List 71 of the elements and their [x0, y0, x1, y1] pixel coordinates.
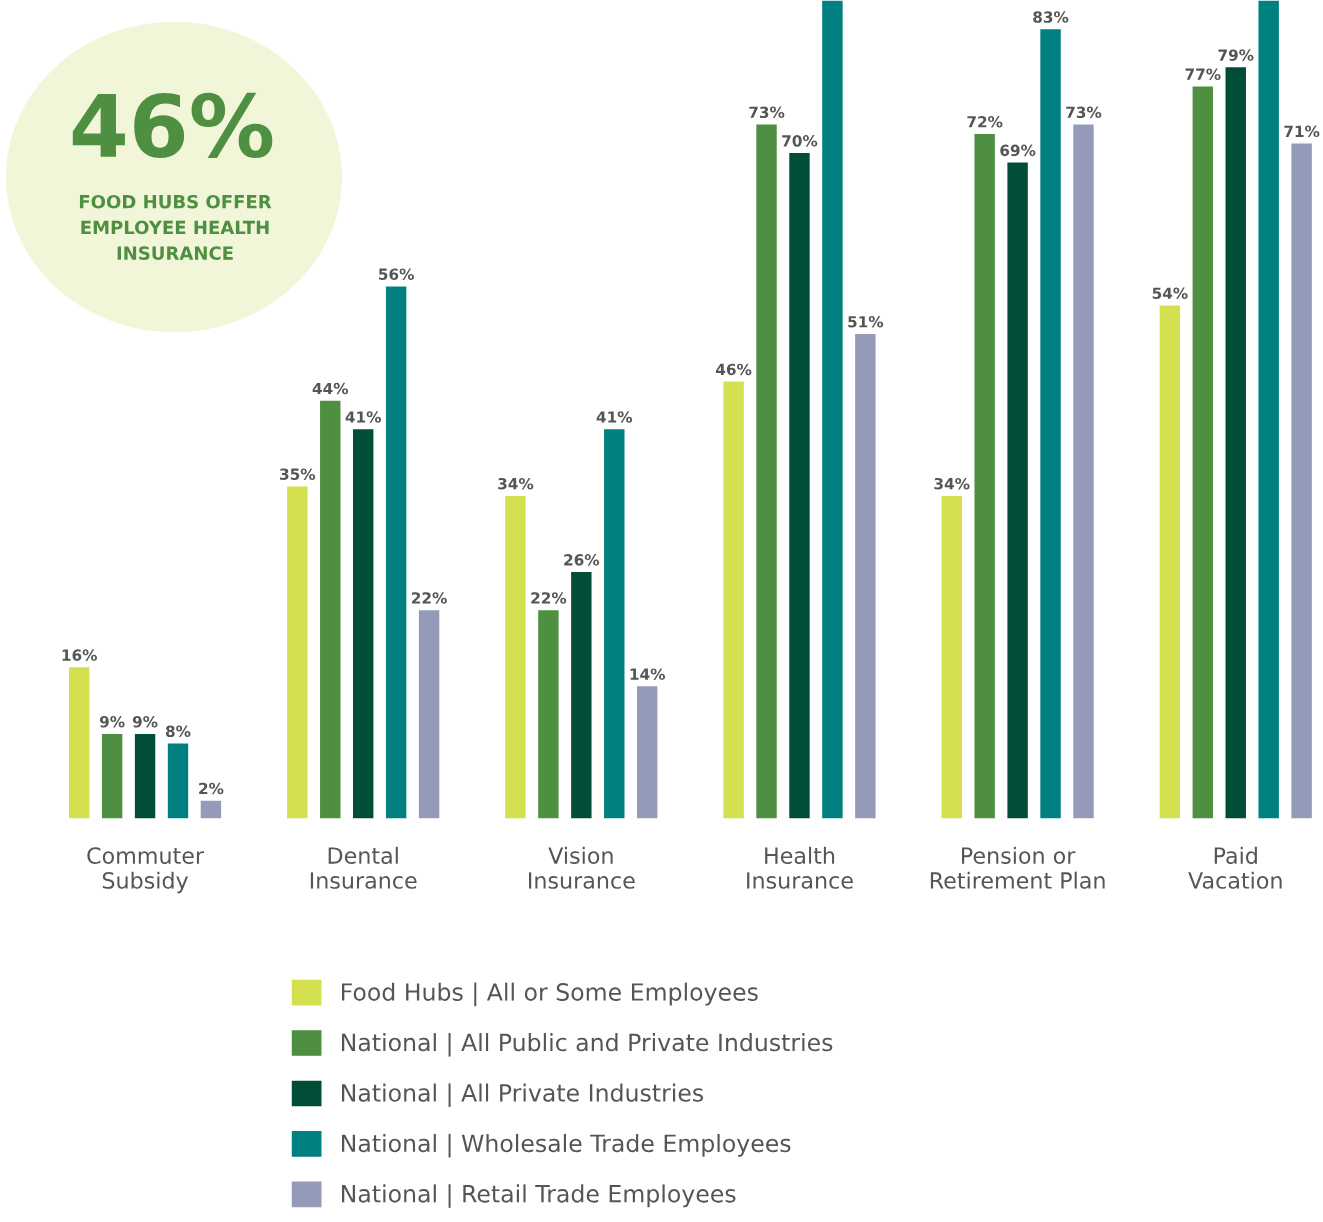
x-tick-label: Vision Insurance	[529, 846, 635, 889]
bar	[853, 332, 877, 819]
bar	[1257, 0, 1281, 819]
data-label: 41%	[345, 411, 381, 423]
bar	[1071, 123, 1096, 819]
data-label: 26%	[564, 554, 600, 566]
x-tick-label: Commuter Subsidy	[87, 847, 205, 894]
bar	[351, 427, 375, 819]
bar	[166, 742, 190, 819]
bar	[940, 494, 964, 819]
data-label: 16%	[62, 649, 97, 661]
data-label: 2%	[199, 782, 224, 795]
bar	[285, 484, 309, 819]
bar	[1158, 304, 1182, 819]
data-label: 9%	[132, 716, 158, 728]
bar	[133, 732, 157, 819]
data-label: 79%	[1218, 49, 1254, 61]
annotation: FOOD HUBS OFFER EMPLOYEE HEALTH INSURANCE	[79, 194, 272, 260]
data-label: 22%	[412, 592, 447, 604]
bar	[67, 665, 91, 819]
data-label: 83%	[1033, 11, 1069, 23]
data-label: 41%	[596, 411, 633, 423]
bar	[536, 608, 560, 819]
data-label: 56%	[379, 268, 414, 280]
data-label: 72%	[967, 116, 1003, 128]
data-label: 34%	[934, 477, 970, 490]
data-label: 71%	[1284, 125, 1320, 138]
bar	[602, 427, 626, 819]
data-label: 73%	[749, 106, 785, 119]
bar	[318, 399, 342, 819]
x-tick-label: Paid Vacation	[1188, 846, 1282, 889]
data-label: 9%	[99, 716, 125, 728]
bar	[1191, 85, 1215, 819]
data-label: 77%	[1185, 68, 1221, 80]
data-label: 34%	[498, 477, 534, 490]
data-label: 44%	[312, 382, 349, 395]
x-tick-label: Pension or Retirement Plan	[930, 846, 1105, 889]
x-tick-label: Health Insurance	[747, 846, 853, 889]
bar	[199, 799, 223, 819]
legend-label: National | Retail Trade Employees	[342, 1184, 736, 1208]
bar	[503, 494, 528, 819]
bar	[721, 380, 746, 819]
legend-label: Food Hubs | All or Some Employees	[342, 982, 758, 1007]
data-label: 46%	[716, 363, 752, 376]
data-label: 70%	[782, 135, 818, 147]
bar	[1290, 142, 1314, 819]
legend-label: National | Wholesale Trade Employees	[342, 1133, 791, 1158]
bar	[100, 732, 124, 819]
legend-label: National | All Private Industries	[342, 1083, 704, 1108]
bar	[1038, 27, 1063, 819]
bar	[787, 151, 812, 819]
bar	[820, 0, 845, 819]
legend-label: National | All Public and Private Industries	[342, 1032, 833, 1057]
data-label: 8%	[165, 725, 191, 738]
bar	[1006, 161, 1030, 819]
bar	[635, 684, 659, 819]
data-label: 69%	[1000, 144, 1036, 157]
data-label: 51%	[848, 316, 884, 328]
bar	[417, 608, 441, 819]
data-label: 35%	[280, 468, 316, 480]
data-label: 73%	[1066, 106, 1102, 119]
bar	[384, 285, 408, 819]
data-label: 54%	[1152, 287, 1188, 300]
bar	[569, 570, 593, 819]
data-label: 14%	[630, 668, 666, 680]
bar	[1224, 65, 1248, 819]
data-label: 22%	[531, 592, 567, 604]
bar	[973, 132, 997, 819]
x-tick-label: Dental Insurance	[310, 846, 417, 889]
bar	[754, 123, 779, 819]
annotation: 46%	[72, 92, 273, 158]
